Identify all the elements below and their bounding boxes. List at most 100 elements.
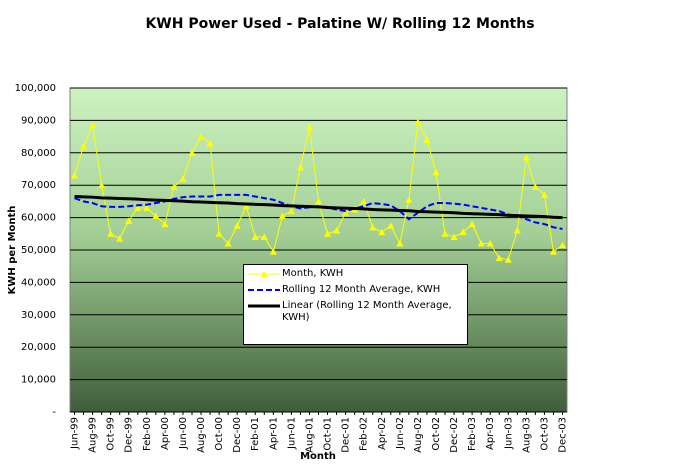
point-marker	[296, 163, 304, 171]
x-tick-label: Jun-01	[286, 417, 297, 450]
point-marker	[477, 240, 485, 247]
point-marker	[342, 209, 350, 216]
point-marker	[531, 183, 539, 190]
point-marker	[125, 217, 133, 224]
point-marker	[269, 248, 277, 255]
legend-entry: Linear (Rolling 12 Month Average, KWH)	[246, 300, 467, 324]
point-marker	[161, 220, 169, 228]
legend: Month, KWH Rolling 12 Month Average, KWH L…	[243, 264, 468, 345]
point-marker	[486, 240, 494, 247]
point-marker	[251, 233, 259, 241]
point-marker	[179, 175, 187, 182]
point-marker	[504, 256, 512, 263]
x-tick-label: Oct-01	[323, 417, 334, 451]
x-tick-label: Dec-01	[341, 417, 352, 453]
y-tick-label: 20,000	[21, 342, 56, 353]
legend-label: Rolling 12 Month Average, KWH	[282, 284, 441, 295]
point-marker	[215, 230, 223, 237]
point-marker	[188, 149, 196, 156]
point-marker	[369, 223, 377, 231]
y-tick-label: 30,000	[21, 310, 56, 321]
x-tick-label: Aug-03	[521, 417, 532, 453]
y-tick-label: 60,000	[21, 213, 56, 224]
x-tick-label: Oct-02	[431, 417, 442, 451]
x-tick-label: Dec-02	[449, 417, 460, 453]
point-marker	[224, 240, 232, 247]
x-tick-label: Oct-03	[539, 417, 550, 451]
y-tick-label: 70,000	[21, 180, 56, 191]
point-marker	[522, 154, 530, 161]
legend-label: Month, KWH	[282, 268, 344, 279]
x-tick-label: Feb-02	[359, 417, 370, 451]
legend-marker	[260, 270, 268, 277]
point-marker	[441, 230, 449, 237]
point-marker	[432, 168, 440, 176]
point-marker	[233, 222, 241, 229]
legend-swatch	[248, 289, 280, 291]
point-marker	[315, 197, 322, 205]
y-tick-label: 100,000	[15, 83, 56, 94]
y-tick-label: 90,000	[21, 115, 56, 126]
y-axis-label: KWH per Month	[7, 206, 18, 295]
x-tick-label: Feb-00	[142, 417, 153, 451]
point-marker	[450, 233, 458, 241]
y-tick-label: 50,000	[21, 245, 56, 256]
point-marker	[116, 235, 124, 242]
legend-swatch	[248, 270, 280, 277]
point-marker	[324, 230, 332, 237]
x-tick-label: Jun-99	[70, 417, 81, 450]
point-marker	[98, 181, 106, 189]
point-marker	[387, 222, 395, 229]
legend-label: Linear (Rolling 12 Month Average, KWH)	[282, 300, 452, 323]
point-marker	[197, 133, 205, 140]
x-tick-label: Dec-00	[232, 417, 243, 453]
point-marker	[549, 248, 557, 255]
legend-swatch	[248, 304, 280, 308]
x-tick-label: Jun-02	[395, 417, 406, 450]
point-marker	[405, 196, 413, 203]
x-tick-label: Jun-00	[178, 417, 189, 450]
point-marker	[558, 241, 566, 249]
x-tick-label: Dec-03	[557, 417, 568, 453]
x-tick-label: Oct-99	[106, 417, 117, 451]
chart-title: KWH Power Used - Palatine W/ Rolling 12 …	[145, 16, 534, 32]
point-marker	[134, 204, 142, 211]
point-marker	[459, 228, 467, 236]
point-marker	[206, 139, 214, 147]
x-tick-label: Dec-99	[124, 417, 135, 453]
x-tick-label: Feb-01	[250, 417, 261, 451]
point-marker	[287, 207, 295, 215]
x-tick-label: Aug-01	[304, 417, 315, 453]
x-tick-label: Oct-00	[214, 417, 225, 451]
point-marker	[396, 240, 404, 247]
point-marker	[333, 227, 341, 234]
point-marker	[540, 191, 548, 198]
point-marker	[495, 254, 503, 262]
x-tick-label: Apr-02	[377, 417, 388, 450]
point-marker	[360, 197, 368, 205]
y-tick-label: -	[52, 407, 56, 418]
point-marker	[143, 204, 151, 211]
x-tick-label: Aug-00	[196, 417, 207, 453]
point-marker	[152, 212, 160, 219]
legend-entry: Month, KWH	[246, 268, 467, 280]
x-tick-label: Apr-00	[160, 417, 171, 450]
point-marker	[170, 183, 178, 190]
x-tick-label: Apr-03	[485, 417, 496, 450]
y-tick-label: 10,000	[21, 375, 56, 386]
point-marker	[107, 230, 115, 237]
point-marker	[513, 227, 521, 234]
x-tick-label: Apr-01	[268, 417, 279, 450]
point-marker	[89, 121, 97, 129]
point-marker	[80, 142, 88, 150]
x-tick-label: Aug-99	[88, 417, 99, 453]
point-marker	[242, 202, 250, 210]
point-marker	[305, 123, 313, 130]
point-marker	[378, 228, 386, 236]
point-marker	[260, 233, 268, 241]
x-tick-label: Jun-03	[503, 417, 514, 450]
x-tick-label: Aug-02	[413, 417, 424, 453]
point-marker	[423, 136, 431, 143]
